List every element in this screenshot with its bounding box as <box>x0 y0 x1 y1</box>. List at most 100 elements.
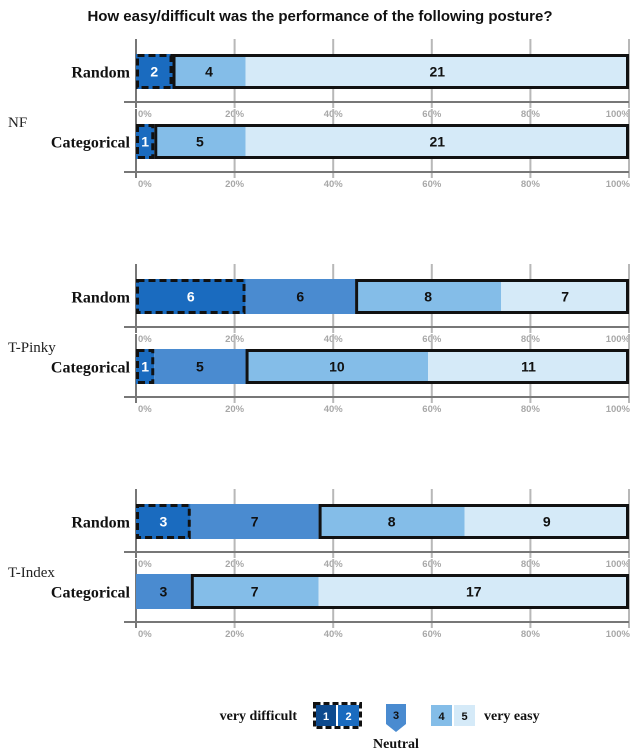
difficult-outline <box>136 504 191 539</box>
data-label: 7 <box>251 514 259 530</box>
data-label: 2 <box>150 64 158 80</box>
row-label: Random <box>71 290 130 307</box>
x-tick-label: 40% <box>324 404 344 415</box>
legend-swatch-3 <box>386 704 406 732</box>
legend-number: 3 <box>393 710 399 722</box>
legend-swatch-2 <box>338 705 359 726</box>
legend-number: 1 <box>323 711 329 723</box>
x-tick-label: 40% <box>324 179 344 190</box>
difficult-outline <box>136 279 246 314</box>
bar-segment <box>245 279 356 314</box>
chart-title: How easy/difficult was the performance o… <box>87 8 552 25</box>
data-label: 17 <box>466 584 482 600</box>
easy-outline <box>318 504 629 539</box>
data-label: 8 <box>388 514 396 530</box>
row-label: Categorical <box>51 135 131 152</box>
legend-swatch-5 <box>454 705 475 726</box>
legend-neutral-text: Neutral <box>373 737 419 752</box>
bar-segment <box>190 504 319 539</box>
easy-outline <box>190 574 629 609</box>
data-label: 21 <box>429 134 445 150</box>
data-label: 5 <box>196 134 204 150</box>
data-label: 5 <box>196 359 204 375</box>
x-tick-label: 20% <box>225 179 245 190</box>
bar-segment <box>245 54 630 89</box>
x-tick-label: 100% <box>606 179 631 190</box>
data-label: 7 <box>561 289 569 305</box>
legend: very difficult 1 2 3 Neutral 4 5 very easy <box>220 702 540 752</box>
bar-row: 0% 20% 40% 60% 80% 100% Categorical 3 7 17 <box>51 559 631 640</box>
bar-segment <box>136 349 155 384</box>
legend-swatch-1 <box>316 705 336 726</box>
bar-segment <box>355 279 502 314</box>
bar-segment <box>245 349 429 384</box>
row-label: Random <box>71 515 130 532</box>
x-tick-label: 100% <box>606 629 631 640</box>
data-label: 6 <box>187 289 195 305</box>
bar-segment <box>318 504 465 539</box>
data-label: 21 <box>429 64 445 80</box>
difficult-outline <box>136 124 155 159</box>
easy-outline <box>172 54 629 89</box>
data-label: 1 <box>141 134 149 150</box>
row-label: Categorical <box>51 585 131 602</box>
bar-segment <box>190 574 319 609</box>
difficult-outline <box>136 54 173 89</box>
bar-segment <box>501 279 629 314</box>
x-tick-label: 20% <box>225 629 245 640</box>
x-tick-label: 40% <box>324 629 344 640</box>
bar-segment <box>154 124 246 159</box>
group-t-index: T-Index 0% 20% 40% 60% 80% 100% Random 3 7 8 9 0% 20%… <box>8 489 631 640</box>
bar-segment <box>318 574 629 609</box>
bar-row: 0% 20% 40% 60% 80% 100% Categorical 1 5 21 <box>51 109 631 190</box>
legend-right-text: very easy <box>484 709 540 724</box>
x-tick-label: 80% <box>521 179 541 190</box>
x-tick-label: 60% <box>422 629 442 640</box>
bar-segment <box>136 279 246 314</box>
legend-difficult-outline <box>313 702 362 729</box>
data-label: 1 <box>141 359 149 375</box>
bar-segment <box>136 54 173 89</box>
easy-outline <box>154 124 630 159</box>
x-tick-label: 100% <box>606 334 631 345</box>
data-label: 9 <box>543 514 551 530</box>
bar-segment <box>245 124 630 159</box>
row-label: Random <box>71 65 130 82</box>
x-tick-label: 0% <box>138 109 152 120</box>
group-label: T-Pinky <box>8 340 56 356</box>
bar-segment <box>428 349 629 384</box>
data-label: 11 <box>521 359 536 375</box>
legend-number: 4 <box>438 711 445 723</box>
group-label: NF <box>8 115 27 131</box>
legend-number: 2 <box>345 711 351 723</box>
data-label: 8 <box>424 289 432 305</box>
group-nf: NF0%20%40%60%80%100%Random24210%20%40%60… <box>8 39 631 190</box>
x-tick-label: 0% <box>138 559 152 570</box>
data-label: 10 <box>329 359 345 375</box>
x-tick-label: 0% <box>138 179 152 190</box>
data-label: 3 <box>159 514 167 530</box>
chart-groups: NF0%20%40%60%80%100%Random24210%20%40%60… <box>8 39 631 640</box>
bar-segment <box>172 54 246 89</box>
row-label: Categorical <box>51 360 131 377</box>
group-label: T-Index <box>8 565 55 581</box>
data-label: 4 <box>205 64 213 80</box>
x-tick-label: 0% <box>138 334 152 345</box>
x-tick-label: 0% <box>138 404 152 415</box>
easy-outline <box>245 349 630 384</box>
x-tick-label: 100% <box>606 109 631 120</box>
x-tick-label: 100% <box>606 559 631 570</box>
x-tick-label: 80% <box>521 404 541 415</box>
legend-swatch-4 <box>431 705 452 726</box>
bar-segment <box>154 349 246 384</box>
x-tick-label: 100% <box>606 404 631 415</box>
bar-segment <box>136 504 191 539</box>
bar-segment <box>136 574 191 609</box>
legend-left-text: very difficult <box>220 709 298 724</box>
data-label: 7 <box>251 584 259 600</box>
x-tick-label: 0% <box>138 629 152 640</box>
x-tick-label: 60% <box>422 179 442 190</box>
